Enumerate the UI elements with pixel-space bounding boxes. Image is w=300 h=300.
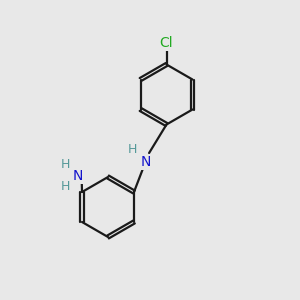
- Text: N: N: [73, 169, 83, 182]
- Text: Cl: Cl: [160, 36, 173, 50]
- Text: H: H: [127, 143, 137, 156]
- Text: N: N: [140, 155, 151, 169]
- Text: H: H: [61, 180, 70, 194]
- Text: H: H: [61, 158, 70, 171]
